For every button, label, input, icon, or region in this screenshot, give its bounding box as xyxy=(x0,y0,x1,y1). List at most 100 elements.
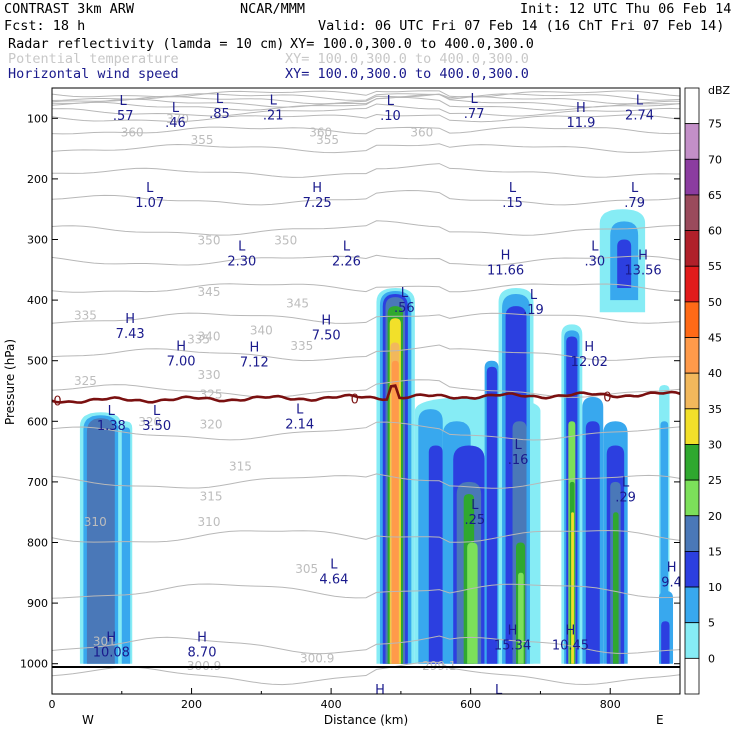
wind-extremum-type: H xyxy=(375,683,385,698)
wind-extremum-type: L xyxy=(471,498,479,513)
wind-extremum: L.57 xyxy=(113,94,134,124)
colorbar-unit: dBZ xyxy=(708,84,731,97)
wind-extremum-type: H xyxy=(566,624,576,639)
wind-extremum-type: H xyxy=(321,313,331,328)
colorbar-label: 35 xyxy=(708,403,722,416)
wind-extremum-value: 7.00 xyxy=(167,354,196,369)
wind-extremum-type: H xyxy=(106,630,116,645)
colorbar-swatch xyxy=(684,479,700,517)
y-tick-label: 600 xyxy=(27,415,48,428)
x-end-left: W xyxy=(82,713,94,727)
theta-contour-line xyxy=(52,93,680,108)
wind-extremum: L.21 xyxy=(263,93,284,123)
reflectivity-field xyxy=(79,209,674,664)
reflectivity-cell xyxy=(613,512,619,664)
x-tick-label: 400 xyxy=(321,698,342,711)
wind-extremum: L.15 xyxy=(502,181,523,211)
wind-extremum-value: 12.02 xyxy=(571,355,608,370)
colorbar-label: 60 xyxy=(708,225,722,238)
wind-extremum-type: H xyxy=(508,624,518,639)
wind-extremum-value: 2.74 xyxy=(625,108,654,123)
y-axis: 100 200 300 400 500 600 700 800 900 1000 xyxy=(20,112,680,671)
wind-extremum-value: .46 xyxy=(165,116,186,131)
theta-contour-label: 345 xyxy=(198,285,221,299)
colorbar-label: 10 xyxy=(708,581,722,594)
wind-extremum-type: L xyxy=(146,181,154,196)
wind-extremum: L4.64 xyxy=(319,558,348,588)
x-axis: 0 200 400 600 800 xyxy=(49,688,621,711)
wind-extremum: L.30 xyxy=(585,239,606,269)
reflectivity-cell xyxy=(428,445,443,664)
wind-extremum: L.10 xyxy=(380,94,401,124)
colorbar-swatch xyxy=(684,657,700,695)
field-name-wind: Horizontal wind speed xyxy=(8,66,179,82)
wind-extremum-value: .15 xyxy=(502,196,523,211)
wind-extremum: H9.4 xyxy=(661,561,680,591)
colorbar-swatch xyxy=(684,87,700,125)
theta-contour-line xyxy=(52,93,680,101)
wind-extremum: H7.43 xyxy=(116,312,145,342)
wind-extremum: H7.50 xyxy=(312,313,341,343)
wind-extremum-value: 1.07 xyxy=(135,196,164,211)
colorbar-label: 45 xyxy=(708,332,722,345)
theta-contour-line xyxy=(52,96,680,111)
theta-contour-line xyxy=(52,379,680,398)
colorbar-swatch xyxy=(684,622,700,659)
wind-extremum-type: L xyxy=(591,239,599,254)
forecast-hour: Fcst: 18 h xyxy=(4,18,85,34)
theta-contour-line xyxy=(52,93,680,105)
center-title: NCAR/MMM xyxy=(240,1,305,17)
wind-extremum: H7.25 xyxy=(303,181,332,211)
theta-contour-label: 325 xyxy=(74,374,97,388)
theta-contour-label: 330 xyxy=(198,368,221,382)
theta-contour-label: 340 xyxy=(250,324,273,338)
wind-extremum-value: .16 xyxy=(508,453,529,468)
theta-contour-label: 310 xyxy=(84,515,107,529)
theta-contour-line xyxy=(52,143,680,154)
wind-extremum: H12.02 xyxy=(571,340,608,370)
wind-extremum: H10.08 xyxy=(93,630,130,660)
colorbar-swatch xyxy=(684,265,700,303)
wind-extremum-value: 7.43 xyxy=(116,327,145,342)
colorbar-label: 20 xyxy=(708,510,722,523)
wind-extremum-value: 4.64 xyxy=(319,573,348,588)
theta-contour-label: 345 xyxy=(286,296,309,310)
theta-contour-label: 310 xyxy=(198,515,221,529)
wind-extremum-type: H xyxy=(667,561,677,576)
wind-extremum-value: 7.50 xyxy=(312,328,341,343)
theta-contour-line xyxy=(52,344,680,362)
theta-contour-line xyxy=(52,126,680,135)
field-name-theta: Potential temperature xyxy=(8,51,179,67)
wind-extremum: H13.56 xyxy=(624,248,661,278)
wind-extremum-type: L xyxy=(172,101,180,116)
wind-extremum-type: H xyxy=(176,339,186,354)
wind-extremum: H15.56 xyxy=(361,683,398,713)
init-time: Init: 12 UTC Thu 06 Feb 14 xyxy=(520,1,731,17)
wind-extremum-type: L xyxy=(153,404,161,419)
theta-contour-label: 315 xyxy=(229,459,252,473)
wind-extremum-type: H xyxy=(312,181,322,196)
wind-extremum: L.79 xyxy=(624,181,645,211)
colorbar-label: 50 xyxy=(708,296,722,309)
wind-extremum-value: 2.54 xyxy=(484,698,513,713)
colorbar-swatch xyxy=(684,444,700,481)
wind-extremum-type: L xyxy=(387,94,395,109)
wind-extremum-value: 3.50 xyxy=(142,419,171,434)
colorbar-label: 65 xyxy=(708,189,722,202)
wind-extremum: H8.70 xyxy=(188,630,217,660)
reflectivity-cell xyxy=(467,542,478,664)
wind-extremum-value: .30 xyxy=(585,254,606,269)
theta-contour-label: 300.9 xyxy=(300,651,334,665)
theta-contours xyxy=(52,90,680,686)
reflectivity-cell xyxy=(486,366,498,664)
wind-extremum-value: .79 xyxy=(624,196,645,211)
wind-extremum-value: 13.56 xyxy=(624,263,661,278)
y-tick-label: 900 xyxy=(27,597,48,610)
theta-contour-label: 350 xyxy=(274,233,297,247)
colorbar-swatch xyxy=(684,123,700,160)
colorbar-swatch xyxy=(684,372,700,410)
wind-extremum: H10.45 xyxy=(552,624,589,654)
wind-extremum-value: .85 xyxy=(209,107,230,122)
wind-extremum-value: 15.56 xyxy=(361,698,398,713)
